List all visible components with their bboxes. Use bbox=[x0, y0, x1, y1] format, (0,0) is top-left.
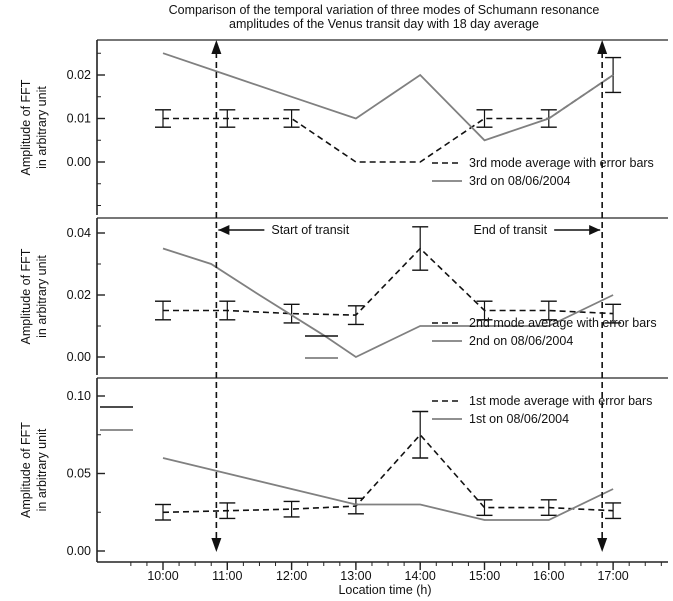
y-tick-label: 0.05 bbox=[67, 467, 91, 481]
x-tick-label: 12:00 bbox=[276, 569, 307, 583]
legend-label: 2nd on 08/06/2004 bbox=[469, 334, 573, 348]
x-tick-label: 13:00 bbox=[340, 569, 371, 583]
y-tick-label: 0.02 bbox=[67, 68, 91, 82]
y-axis-label-line-1: Amplitude of FFT bbox=[19, 79, 33, 175]
y-axis-label-line-2: in arbitrary unit bbox=[35, 255, 49, 338]
legend-label: 2nd mode average with error bars bbox=[469, 316, 657, 330]
end-of-transit-label: End of transit bbox=[474, 223, 548, 237]
x-tick-label: 15:00 bbox=[469, 569, 500, 583]
x-tick-label: 14:00 bbox=[405, 569, 436, 583]
average-series-line bbox=[162, 433, 614, 514]
transit-end-line-arrowhead-bottom bbox=[597, 538, 608, 552]
y-tick-label: 0.10 bbox=[67, 389, 91, 403]
start-arrow-head bbox=[218, 225, 230, 235]
y-tick-label: 0.04 bbox=[67, 226, 91, 240]
y-tick-label: 0.00 bbox=[67, 350, 91, 364]
y-tick-label: 0.02 bbox=[67, 288, 91, 302]
day-series-line bbox=[162, 247, 614, 359]
y-axis-label-line-2: in arbitrary unit bbox=[35, 86, 49, 169]
average-series-line bbox=[163, 247, 614, 316]
chart-title-line-1: Comparison of the temporal variation of … bbox=[168, 3, 600, 17]
x-axis-label: Location time (h) bbox=[338, 583, 432, 597]
legend-label: 3rd on 08/06/2004 bbox=[469, 174, 571, 188]
panel-1 bbox=[96, 377, 668, 562]
x-tick-label: 16:00 bbox=[533, 569, 564, 583]
legend-label: 1st mode average with error bars bbox=[469, 394, 652, 408]
end-arrow-head bbox=[589, 225, 601, 235]
panel-2 bbox=[96, 217, 668, 375]
x-tick-label: 10:00 bbox=[147, 569, 178, 583]
y-tick-label: 0.00 bbox=[67, 155, 91, 169]
chart-title-line-2: amplitudes of the Venus transit day with… bbox=[229, 17, 539, 31]
legend-label: 3rd mode average with error bars bbox=[469, 156, 654, 170]
panel-3 bbox=[96, 39, 668, 215]
x-tick-label: 11:00 bbox=[212, 569, 242, 583]
y-axis-label-line-2: in arbitrary unit bbox=[35, 428, 49, 511]
transit-start-line-arrowhead-top bbox=[211, 40, 222, 54]
transit-end-line-arrowhead-top bbox=[597, 40, 608, 54]
y-axis-label-line-1: Amplitude of FFT bbox=[19, 248, 33, 344]
transit-start-line-arrowhead-bottom bbox=[211, 538, 222, 552]
start-of-transit-label: Start of transit bbox=[271, 223, 349, 237]
day-series-line bbox=[162, 457, 614, 521]
day-series-line bbox=[162, 52, 614, 142]
x-tick-label: 17:00 bbox=[597, 569, 628, 583]
average-series-line bbox=[163, 74, 614, 163]
legend-label: 1st on 08/06/2004 bbox=[469, 412, 569, 426]
y-axis-label-line-1: Amplitude of FFT bbox=[19, 422, 33, 518]
y-tick-label: 0.01 bbox=[67, 112, 91, 126]
y-tick-label: 0.00 bbox=[67, 544, 91, 558]
